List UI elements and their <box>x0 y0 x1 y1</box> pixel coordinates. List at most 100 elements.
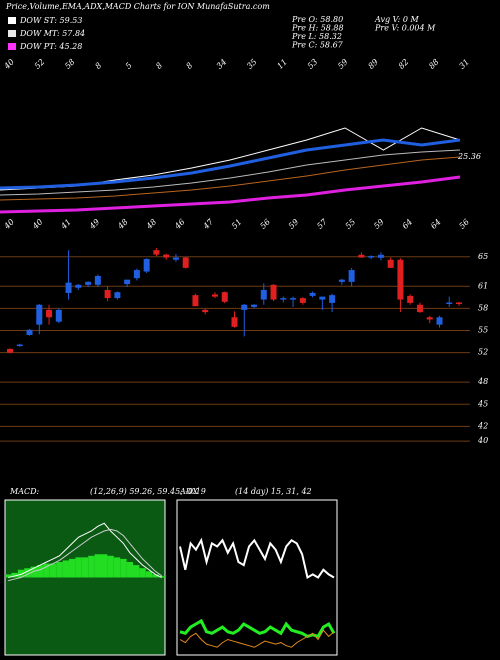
candle-body <box>211 294 218 297</box>
histogram-bar <box>49 563 57 578</box>
chart-title: Price,Volume,EMA,ADX,MACD Charts for ION… <box>5 2 270 11</box>
candle-body <box>329 295 336 303</box>
y-tick-label: 61 <box>478 281 488 290</box>
info-text: Pre L: 58.32 <box>291 32 342 41</box>
candle-body <box>16 344 23 347</box>
candle-body <box>114 292 121 299</box>
info-text: Pre V: 0.004 M <box>374 24 436 33</box>
candle-body <box>85 281 92 285</box>
candle-body <box>104 289 111 299</box>
y-tick-label: 58 <box>478 303 488 312</box>
candle-body <box>221 292 228 302</box>
candle-body <box>377 254 384 258</box>
histogram-bar <box>158 575 165 578</box>
y-tick-label: 48 <box>477 377 488 386</box>
panel-subtitle: (14 day) 15, 31, 42 <box>235 487 312 496</box>
candle-body <box>368 256 375 258</box>
histogram-bar <box>81 557 89 578</box>
y-tick-label: 55 <box>478 326 488 335</box>
candle-body <box>348 270 355 282</box>
histogram-bar <box>113 557 121 578</box>
histogram-bar <box>62 560 69 578</box>
candle-body <box>192 295 199 307</box>
candle-body <box>290 298 297 300</box>
candle-body <box>456 302 462 305</box>
candle-body <box>436 317 443 325</box>
histogram-bar <box>88 555 95 578</box>
candle-body <box>280 298 287 300</box>
histogram-bar <box>152 574 159 578</box>
candle-body <box>397 259 404 300</box>
info-text: Pre H: 58.88 <box>291 24 344 33</box>
x-label: 8 <box>93 61 103 71</box>
histogram-bar <box>101 554 108 578</box>
legend-label: DOW ST: 59.53 <box>19 16 82 25</box>
candle-body <box>426 317 433 320</box>
x-label: 8 <box>184 61 194 71</box>
legend-swatch <box>8 30 16 37</box>
candle-body <box>202 309 209 313</box>
candle-body <box>94 275 101 285</box>
histogram-bar <box>30 566 37 578</box>
histogram-bar <box>69 558 76 578</box>
candle-body <box>143 259 150 272</box>
candle-body <box>251 304 258 307</box>
indicator-line <box>179 629 335 648</box>
candle-body <box>309 292 316 296</box>
panel-subtitle: (12,26,9) 59.26, 59.45, -0.19 <box>90 487 206 496</box>
candle-body <box>153 250 160 255</box>
candle-body <box>65 282 72 293</box>
histogram-bar <box>107 555 114 578</box>
candle-body <box>407 295 414 303</box>
candle-body <box>387 259 394 268</box>
legend-label: DOW PT: 45.28 <box>19 42 82 51</box>
histogram-bar <box>24 568 31 578</box>
candle-body <box>7 348 13 353</box>
candle-body <box>46 309 53 318</box>
legend-label: DOW MT: 57.84 <box>19 29 85 38</box>
candle-body <box>133 270 140 279</box>
candle-body <box>75 284 82 288</box>
histogram-bar <box>120 558 127 578</box>
info-text: Pre O: 58.80 <box>291 15 343 24</box>
annotation: 25.36 <box>457 152 481 161</box>
panel-title: MACD: <box>9 487 40 496</box>
candle-body <box>241 304 248 310</box>
histogram-bar <box>133 565 140 578</box>
indicator-line <box>8 522 163 578</box>
histogram-bar <box>126 562 133 578</box>
candle-body <box>319 296 326 300</box>
histogram-bar <box>56 562 63 578</box>
info-text: Avg V: 0 M <box>374 15 419 24</box>
candle-body <box>299 298 306 303</box>
candle-body <box>416 304 423 313</box>
histogram-bar <box>145 571 153 578</box>
indicator-line <box>0 175 461 214</box>
candle-body <box>260 289 267 300</box>
indicator-line <box>0 138 461 190</box>
y-tick-label: 45 <box>477 399 488 408</box>
y-tick-label: 65 <box>478 252 488 261</box>
histogram-bar <box>94 554 101 578</box>
histogram-bar <box>43 563 50 578</box>
info-text: Pre C: 58.67 <box>291 41 344 50</box>
candle-body <box>26 329 33 335</box>
x-label: 8 <box>154 61 164 71</box>
y-tick-label: 52 <box>478 348 488 357</box>
legend-swatch <box>8 43 16 50</box>
candle-body <box>124 279 131 285</box>
histogram-bar <box>139 568 146 578</box>
indicator-line <box>179 537 335 580</box>
histogram-bar <box>11 572 18 578</box>
candle-body <box>231 317 238 327</box>
histogram-bar <box>17 569 25 578</box>
candle-body <box>358 254 365 258</box>
candle-body <box>270 284 277 300</box>
indicator-line <box>0 149 461 196</box>
y-tick-label: 42 <box>477 421 488 430</box>
candle-body <box>182 257 189 268</box>
histogram-bar <box>37 565 44 578</box>
indicator-line <box>0 156 461 201</box>
histogram-bar <box>5 574 12 578</box>
